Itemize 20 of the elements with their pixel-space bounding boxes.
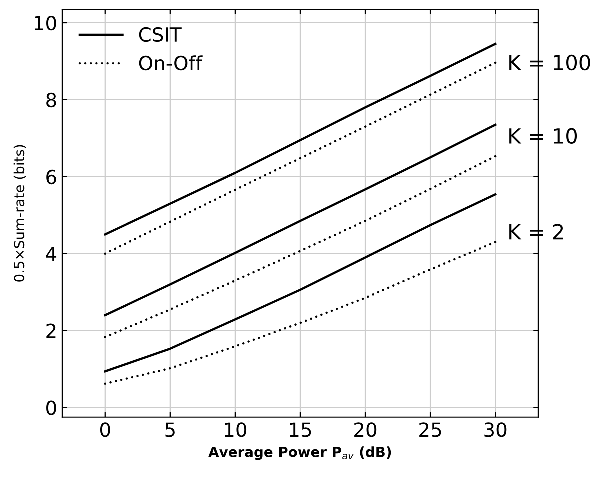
x-tick-label: 0 xyxy=(100,422,110,438)
line-series xyxy=(104,193,497,373)
y-tick-label: 8 xyxy=(46,92,56,108)
legend-label: CSIT xyxy=(139,27,182,42)
x-tick-label: 15 xyxy=(290,422,312,438)
x-tick-label: 25 xyxy=(420,422,442,438)
x-tick-label: 5 xyxy=(166,422,175,438)
x-tick-label: 20 xyxy=(354,422,377,438)
y-tick-label: 10 xyxy=(35,16,56,31)
y-tick-label: 2 xyxy=(46,324,56,338)
y-tick-label: 6 xyxy=(46,170,56,185)
x-axis-title: Average Power P$_{av}$ (dB) xyxy=(208,446,392,460)
y-tick-label: 0 xyxy=(46,400,56,416)
x-tick-label: 10 xyxy=(225,422,247,438)
legend-label: On-Off xyxy=(139,56,203,71)
line-series xyxy=(104,124,497,317)
y-tick-label: 4 xyxy=(46,247,57,262)
x-tick-label: 30 xyxy=(484,422,507,438)
line-series xyxy=(104,43,497,236)
y-axis-title: 0.5×Sum-rate (bits) xyxy=(14,145,26,282)
